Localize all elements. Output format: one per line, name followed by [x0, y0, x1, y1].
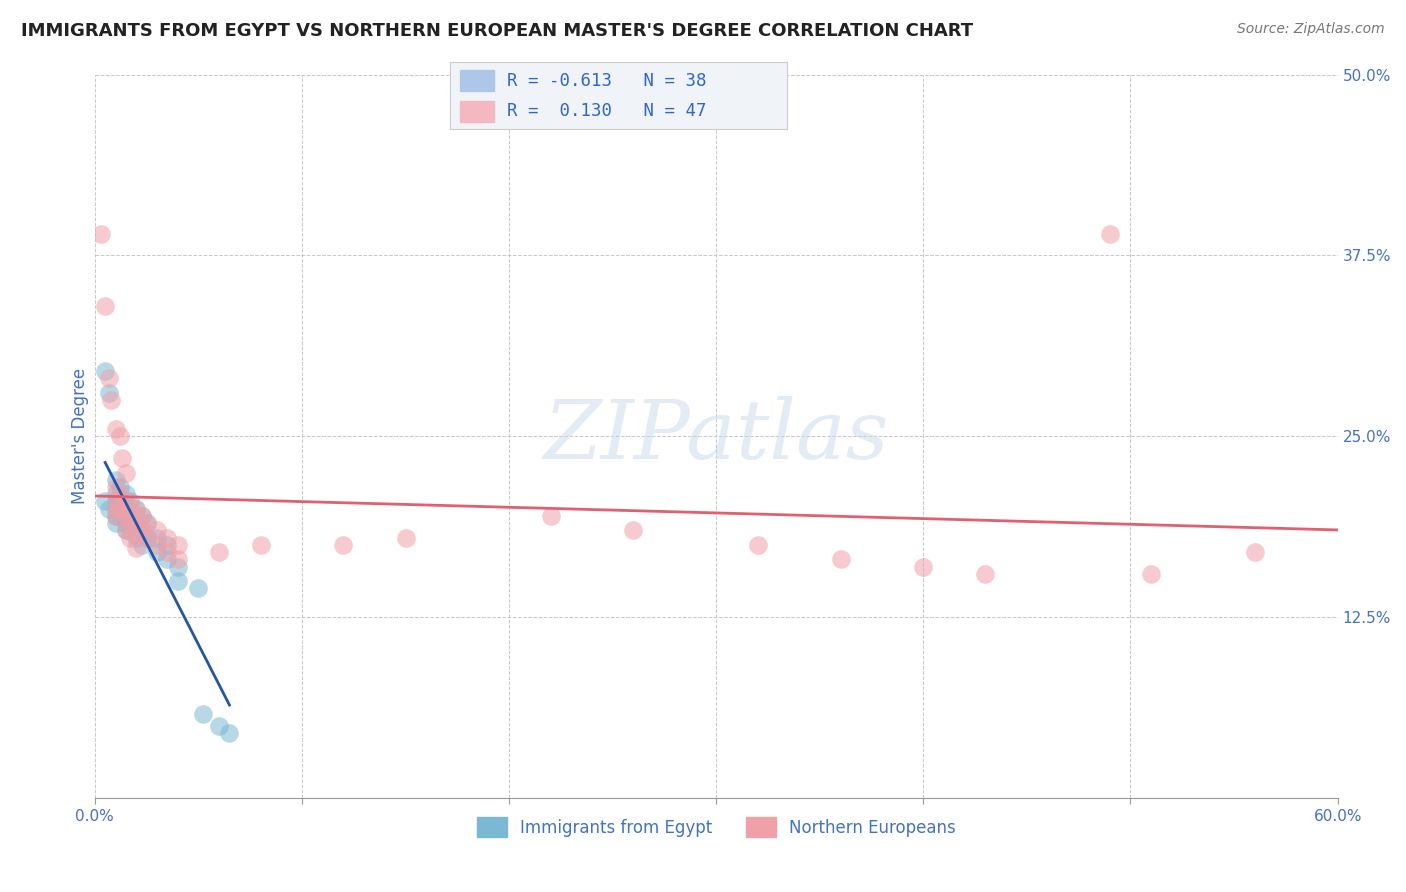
Point	[115, 466, 138, 480]
Point	[146, 524, 169, 538]
Point	[108, 429, 131, 443]
Point	[131, 524, 153, 538]
Point	[118, 501, 141, 516]
Point	[156, 552, 179, 566]
Point	[135, 531, 157, 545]
Point	[830, 552, 852, 566]
Point	[166, 538, 188, 552]
Point	[125, 541, 148, 555]
Point	[115, 524, 138, 538]
Point	[131, 524, 153, 538]
Point	[1098, 227, 1121, 241]
Point	[187, 582, 209, 596]
Point	[115, 524, 138, 538]
Point	[747, 538, 769, 552]
Point	[118, 494, 141, 508]
Point	[108, 508, 131, 523]
Text: Source: ZipAtlas.com: Source: ZipAtlas.com	[1237, 22, 1385, 37]
Point	[166, 559, 188, 574]
Point	[332, 538, 354, 552]
Point	[118, 508, 141, 523]
Point	[115, 501, 138, 516]
Point	[166, 574, 188, 588]
Point	[90, 227, 112, 241]
Point	[131, 538, 153, 552]
Point	[912, 559, 935, 574]
Point	[104, 494, 127, 508]
Point	[166, 552, 188, 566]
Point	[974, 566, 997, 581]
Point	[94, 494, 117, 508]
Point	[394, 531, 416, 545]
Point	[111, 450, 134, 465]
Point	[156, 545, 179, 559]
Point	[115, 487, 138, 501]
Point	[104, 508, 127, 523]
Point	[100, 393, 122, 408]
Point	[135, 516, 157, 531]
Point	[108, 501, 131, 516]
Point	[115, 516, 138, 531]
Legend: Immigrants from Egypt, Northern Europeans: Immigrants from Egypt, Northern European…	[470, 811, 962, 844]
Point	[108, 480, 131, 494]
Point	[621, 524, 644, 538]
Point	[540, 508, 562, 523]
Point	[94, 299, 117, 313]
Point	[94, 364, 117, 378]
Point	[208, 719, 231, 733]
Bar	[460, 70, 494, 91]
Point	[115, 508, 138, 523]
Point	[115, 494, 138, 508]
Point	[104, 422, 127, 436]
Point	[1243, 545, 1265, 559]
Point	[125, 516, 148, 531]
Point	[118, 531, 141, 545]
Text: ZIPatlas: ZIPatlas	[544, 396, 889, 476]
Text: R = -0.613   N = 38: R = -0.613 N = 38	[508, 71, 707, 89]
Point	[98, 501, 121, 516]
Point	[104, 516, 127, 531]
Point	[146, 545, 169, 559]
Point	[118, 524, 141, 538]
Point	[135, 516, 157, 531]
Bar	[460, 101, 494, 122]
Point	[104, 501, 127, 516]
Point	[125, 501, 148, 516]
Point	[104, 508, 127, 523]
Point	[125, 501, 148, 516]
Point	[104, 494, 127, 508]
Text: IMMIGRANTS FROM EGYPT VS NORTHERN EUROPEAN MASTER'S DEGREE CORRELATION CHART: IMMIGRANTS FROM EGYPT VS NORTHERN EUROPE…	[21, 22, 973, 40]
Point	[146, 538, 169, 552]
Point	[208, 545, 231, 559]
Point	[146, 531, 169, 545]
Point	[104, 501, 127, 516]
Point	[156, 538, 179, 552]
Point	[191, 707, 214, 722]
Point	[104, 487, 127, 501]
Point	[104, 480, 127, 494]
Point	[125, 531, 148, 545]
Point	[98, 371, 121, 385]
Point	[135, 531, 157, 545]
Point	[104, 473, 127, 487]
Point	[125, 527, 148, 541]
Point	[249, 538, 271, 552]
Point	[156, 531, 179, 545]
Text: R =  0.130   N = 47: R = 0.130 N = 47	[508, 103, 707, 120]
Y-axis label: Master's Degree: Master's Degree	[72, 368, 89, 504]
Point	[108, 494, 131, 508]
Point	[218, 726, 240, 740]
Point	[131, 508, 153, 523]
Point	[108, 487, 131, 501]
Point	[118, 516, 141, 531]
Point	[131, 508, 153, 523]
Point	[1140, 566, 1163, 581]
Point	[125, 516, 148, 531]
Point	[98, 385, 121, 400]
